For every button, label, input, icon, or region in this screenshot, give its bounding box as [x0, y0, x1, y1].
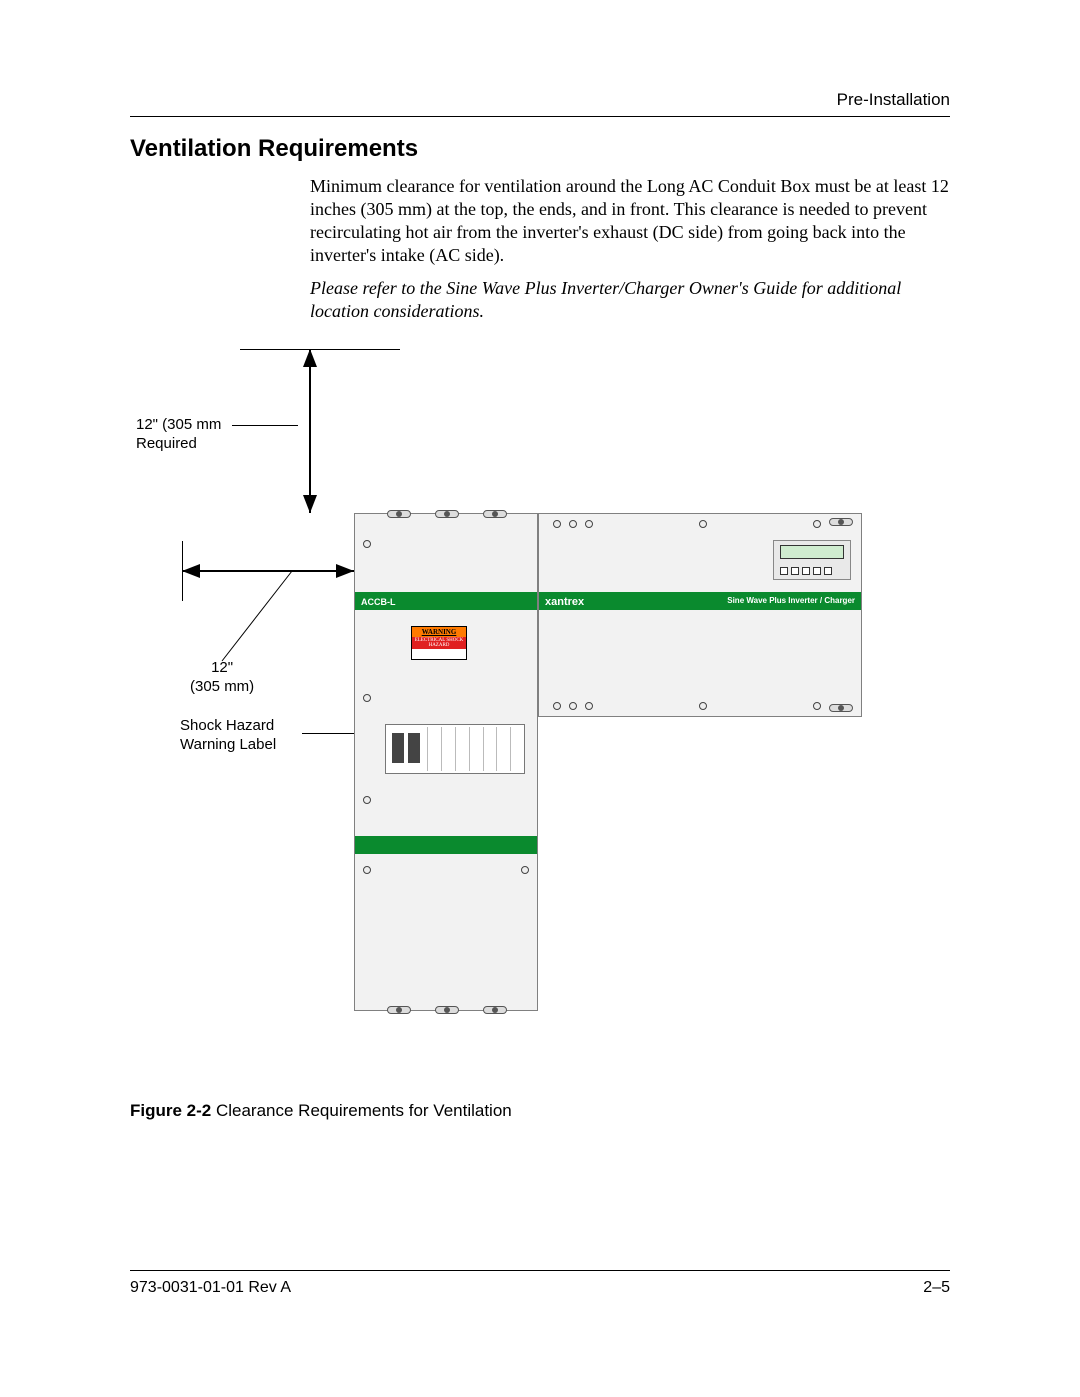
screw-icon — [553, 520, 561, 528]
screw-icon — [813, 702, 821, 710]
lcd-screen — [780, 545, 844, 559]
screw-icon — [699, 520, 707, 528]
slot-icon — [483, 1006, 507, 1014]
device-accb-box: ACCB-L WARNING ELECTRICAL SHOCK HAZARD — [354, 513, 538, 1011]
footer-doc-id: 973-0031-01-01 Rev A — [130, 1279, 291, 1297]
slot-icon — [387, 510, 411, 518]
screw-icon — [521, 866, 529, 874]
breaker-panel — [385, 724, 525, 774]
panel-button-icon — [824, 567, 832, 575]
panel-button-icon — [813, 567, 821, 575]
slot-icon — [483, 510, 507, 518]
screw-icon — [553, 702, 561, 710]
screw-icon — [569, 702, 577, 710]
screw-icon — [585, 702, 593, 710]
panel-button-icon — [802, 567, 810, 575]
slot-icon — [829, 518, 853, 526]
leader-top-annot — [232, 425, 298, 426]
figure-caption-number: Figure 2-2 — [130, 1101, 211, 1120]
page-header-section: Pre-Installation — [130, 90, 950, 110]
brand-label: xantrex — [539, 596, 584, 608]
green-band-lower — [355, 836, 537, 854]
display-panel — [773, 540, 851, 580]
accb-label: ACCB-L — [355, 597, 396, 607]
footer-rule — [130, 1270, 950, 1271]
annot-left-clearance: 12" (305 mm) — [190, 659, 254, 697]
screw-icon — [363, 540, 371, 548]
panel-button-icon — [791, 567, 799, 575]
figure-caption-text: Clearance Requirements for Ventilation — [211, 1101, 512, 1120]
green-band-inverter: xantrex Sine Wave Plus Inverter / Charge… — [539, 592, 861, 610]
annot-shock-hazard: Shock Hazard Warning Label — [180, 717, 276, 755]
figure-caption: Figure 2-2 Clearance Requirements for Ve… — [130, 1101, 950, 1121]
page-footer: 973-0031-01-01 Rev A 2–5 — [130, 1270, 950, 1297]
section-title: Ventilation Requirements — [130, 135, 950, 163]
breaker-switch-icon — [392, 733, 404, 763]
product-label: Sine Wave Plus Inverter / Charger — [721, 592, 861, 610]
screw-icon — [585, 520, 593, 528]
warning-header: WARNING — [412, 627, 466, 637]
screw-icon — [363, 866, 371, 874]
footer-page-number: 2–5 — [923, 1279, 950, 1297]
arrow-vertical-clearance — [298, 349, 322, 513]
breaker-switch-icon — [408, 733, 420, 763]
header-rule — [130, 116, 950, 117]
slot-icon — [435, 1006, 459, 1014]
slot-icon — [435, 510, 459, 518]
slot-icon — [829, 704, 853, 712]
paragraph-1: Minimum clearance for ventilation around… — [310, 175, 950, 267]
panel-button-icon — [780, 567, 788, 575]
paragraph-2: Please refer to the Sine Wave Plus Inver… — [310, 277, 950, 323]
screw-icon — [363, 796, 371, 804]
slot-icon — [387, 1006, 411, 1014]
green-band-accb: ACCB-L — [355, 592, 537, 610]
warning-label: WARNING ELECTRICAL SHOCK HAZARD — [411, 626, 467, 660]
screw-icon — [699, 702, 707, 710]
screw-icon — [569, 520, 577, 528]
warning-line: ELECTRICAL SHOCK HAZARD — [412, 637, 466, 649]
annot-top-clearance: 12" (305 mm Required — [136, 416, 221, 454]
body-text: Minimum clearance for ventilation around… — [310, 175, 950, 323]
device-inverter-box: xantrex Sine Wave Plus Inverter / Charge… — [538, 513, 862, 717]
leader-left-annot — [222, 571, 292, 661]
screw-icon — [363, 694, 371, 702]
screw-icon — [813, 520, 821, 528]
figure-area: 12" (305 mm Required 12" (305 mm) Shock … — [130, 341, 950, 1061]
